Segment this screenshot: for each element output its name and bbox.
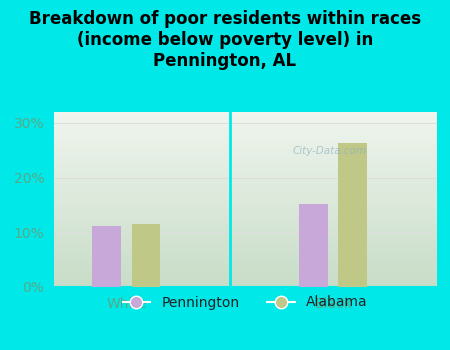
Bar <box>338 143 367 287</box>
Bar <box>92 226 121 287</box>
Text: City-Data.com: City-Data.com <box>292 146 366 155</box>
Bar <box>131 224 161 287</box>
Text: Breakdown of poor residents within races
(income below poverty level) in
Penning: Breakdown of poor residents within races… <box>29 10 421 70</box>
Bar <box>299 204 328 287</box>
Legend: Pennington, Alabama: Pennington, Alabama <box>117 290 374 315</box>
